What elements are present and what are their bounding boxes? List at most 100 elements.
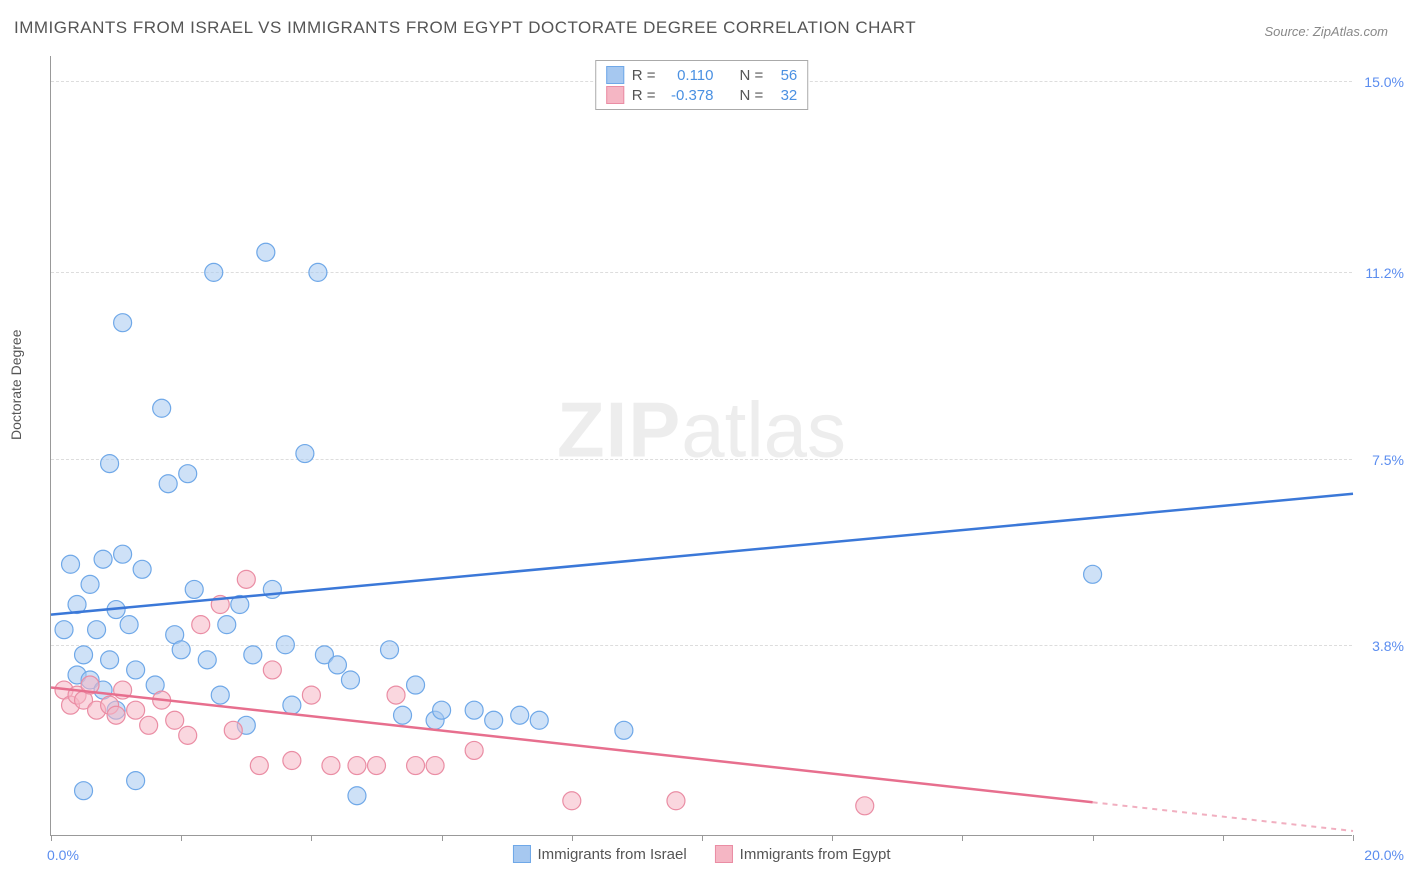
scatter-point-egypt: [348, 757, 366, 775]
scatter-point-egypt: [465, 741, 483, 759]
scatter-point-israel: [465, 701, 483, 719]
scatter-point-israel: [328, 656, 346, 674]
scatter-point-israel: [55, 621, 73, 639]
series-legend: Immigrants from Israel Immigrants from E…: [512, 845, 890, 863]
legend-label-egypt: Immigrants from Egypt: [740, 846, 891, 863]
scatter-point-israel: [114, 314, 132, 332]
scatter-point-israel: [530, 711, 548, 729]
legend-label-israel: Immigrants from Israel: [537, 846, 686, 863]
x-tick: [1353, 835, 1354, 841]
r-label: R =: [632, 87, 656, 104]
scatter-svg: [51, 56, 1352, 835]
scatter-point-israel: [407, 676, 425, 694]
scatter-point-egypt: [224, 721, 242, 739]
scatter-point-israel: [615, 721, 633, 739]
scatter-point-israel: [394, 706, 412, 724]
r-value-egypt: -0.378: [664, 87, 714, 104]
scatter-point-israel: [101, 455, 119, 473]
stats-legend-row-israel: R = 0.110 N = 56: [606, 65, 798, 85]
y-tick-label: 7.5%: [1372, 452, 1404, 468]
source-attribution: Source: ZipAtlas.com: [1264, 24, 1388, 39]
scatter-point-egypt: [407, 757, 425, 775]
scatter-point-israel: [159, 475, 177, 493]
scatter-point-israel: [127, 772, 145, 790]
x-tick: [832, 835, 833, 841]
n-label: N =: [740, 87, 764, 104]
scatter-point-egypt: [283, 752, 301, 770]
scatter-point-egypt: [368, 757, 386, 775]
scatter-point-israel: [75, 646, 93, 664]
scatter-point-egypt: [302, 686, 320, 704]
y-tick-label: 11.2%: [1365, 265, 1404, 281]
scatter-point-israel: [172, 641, 190, 659]
scatter-point-egypt: [563, 792, 581, 810]
scatter-point-israel: [114, 545, 132, 563]
x-tick: [962, 835, 963, 841]
scatter-point-egypt: [107, 706, 125, 724]
scatter-point-egypt: [192, 616, 210, 634]
scatter-point-egypt: [856, 797, 874, 815]
scatter-point-egypt: [250, 757, 268, 775]
scatter-point-israel: [296, 445, 314, 463]
legend-item-israel: Immigrants from Israel: [512, 845, 686, 863]
scatter-point-egypt: [140, 716, 158, 734]
scatter-point-israel: [348, 787, 366, 805]
scatter-point-egypt: [387, 686, 405, 704]
r-label: R =: [632, 67, 656, 84]
scatter-point-israel: [94, 550, 112, 568]
scatter-point-israel: [153, 399, 171, 417]
scatter-point-egypt: [322, 757, 340, 775]
scatter-point-israel: [101, 651, 119, 669]
scatter-point-israel: [244, 646, 262, 664]
n-value-egypt: 32: [771, 87, 797, 104]
x-tick: [1093, 835, 1094, 841]
trend-line-egypt: [51, 688, 1093, 803]
scatter-point-egypt: [237, 570, 255, 588]
x-axis-max-label: 20.0%: [1364, 847, 1404, 863]
x-tick: [572, 835, 573, 841]
legend-item-egypt: Immigrants from Egypt: [715, 845, 891, 863]
scatter-point-egypt: [127, 701, 145, 719]
stats-legend-row-egypt: R = -0.378 N = 32: [606, 85, 798, 105]
legend-swatch-egypt: [715, 845, 733, 863]
trend-line-israel: [51, 494, 1353, 615]
scatter-point-israel: [433, 701, 451, 719]
legend-swatch-israel: [606, 66, 624, 84]
x-axis-min-label: 0.0%: [47, 847, 79, 863]
scatter-point-israel: [381, 641, 399, 659]
x-tick: [181, 835, 182, 841]
stats-legend: R = 0.110 N = 56 R = -0.378 N = 32: [595, 60, 809, 110]
scatter-point-israel: [485, 711, 503, 729]
scatter-point-israel: [179, 465, 197, 483]
scatter-point-israel: [198, 651, 216, 669]
scatter-point-egypt: [179, 726, 197, 744]
scatter-point-israel: [341, 671, 359, 689]
scatter-point-israel: [511, 706, 529, 724]
n-value-israel: 56: [771, 67, 797, 84]
scatter-point-israel: [133, 560, 151, 578]
n-label: N =: [740, 67, 764, 84]
x-tick: [51, 835, 52, 841]
legend-swatch-israel: [512, 845, 530, 863]
scatter-point-egypt: [426, 757, 444, 775]
x-tick: [311, 835, 312, 841]
chart-title: IMMIGRANTS FROM ISRAEL VS IMMIGRANTS FRO…: [14, 18, 916, 38]
scatter-point-israel: [257, 243, 275, 261]
y-tick-label: 15.0%: [1364, 74, 1404, 90]
scatter-point-israel: [205, 263, 223, 281]
scatter-point-israel: [283, 696, 301, 714]
legend-swatch-egypt: [606, 86, 624, 104]
scatter-point-israel: [218, 616, 236, 634]
scatter-point-israel: [309, 263, 327, 281]
scatter-point-israel: [75, 782, 93, 800]
scatter-point-israel: [185, 580, 203, 598]
x-tick: [1223, 835, 1224, 841]
y-axis-label: Doctorate Degree: [8, 329, 24, 440]
scatter-point-israel: [81, 575, 99, 593]
scatter-point-israel: [1084, 565, 1102, 583]
x-tick: [702, 835, 703, 841]
scatter-point-israel: [120, 616, 138, 634]
scatter-point-egypt: [263, 661, 281, 679]
scatter-point-egypt: [166, 711, 184, 729]
scatter-point-egypt: [667, 792, 685, 810]
